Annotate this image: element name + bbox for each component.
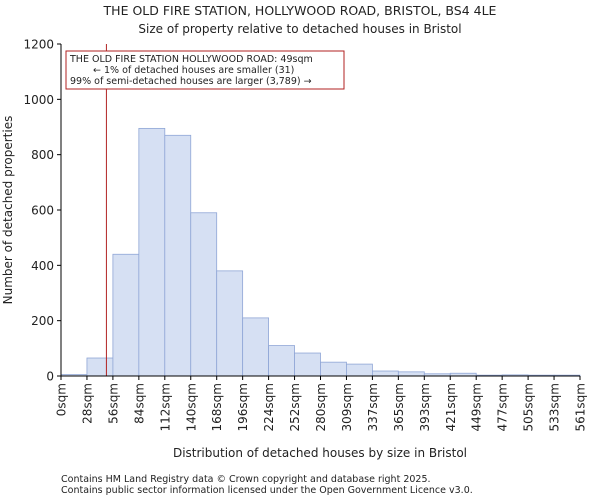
x-tick-label: 505sqm bbox=[522, 383, 536, 431]
annotation-box: THE OLD FIRE STATION HOLLYWOOD ROAD: 49s… bbox=[65, 50, 345, 90]
chart-title: THE OLD FIRE STATION, HOLLYWOOD ROAD, BR… bbox=[103, 3, 497, 18]
x-tick-label: 421sqm bbox=[444, 383, 458, 431]
bar bbox=[294, 352, 321, 377]
footer-line-2: Contains public sector information licen… bbox=[61, 485, 473, 496]
x-tick-label: 224sqm bbox=[262, 383, 276, 431]
x-tick-label: 112sqm bbox=[158, 383, 172, 431]
annotation-line-2: ← 1% of detached houses are smaller (31) bbox=[93, 65, 294, 76]
x-tick-label: 28sqm bbox=[80, 383, 94, 424]
y-tick-label: 600 bbox=[31, 204, 54, 218]
bar bbox=[86, 357, 114, 377]
annotation-frame bbox=[65, 50, 345, 90]
x-tick-label: 84sqm bbox=[132, 383, 146, 424]
x-tick-label: 56sqm bbox=[106, 383, 120, 424]
bars-group bbox=[60, 127, 581, 377]
x-tick-label: 168sqm bbox=[210, 383, 224, 431]
bar bbox=[112, 253, 140, 377]
bar bbox=[190, 212, 218, 377]
x-tick-label: 533sqm bbox=[548, 383, 562, 431]
y-tick-label: 200 bbox=[31, 314, 54, 328]
annotation-line-1: THE OLD FIRE STATION HOLLYWOOD ROAD: 49s… bbox=[69, 54, 313, 65]
bar bbox=[138, 127, 166, 377]
y-tick-label: 1000 bbox=[23, 93, 54, 107]
bar bbox=[371, 370, 399, 377]
bar bbox=[242, 317, 269, 377]
x-axis-ticks: 0sqm 28sqm 56sqm 84sqm 112sqm 140sqm 168sqm 196… bbox=[55, 376, 588, 431]
bar bbox=[164, 134, 192, 377]
bar bbox=[397, 371, 425, 377]
x-tick-label: 393sqm bbox=[418, 383, 432, 431]
x-tick-label: 337sqm bbox=[366, 383, 380, 431]
y-axis-label: Number of detached properties bbox=[1, 116, 15, 305]
y-tick-label: 400 bbox=[31, 259, 54, 273]
y-tick-label: 800 bbox=[31, 148, 54, 162]
x-tick-label: 449sqm bbox=[470, 383, 484, 431]
bar bbox=[320, 361, 347, 377]
y-axis-ticks: 0 200 400 600 800 1000 1200 bbox=[23, 38, 61, 384]
x-tick-label: 477sqm bbox=[496, 383, 510, 431]
chart-subtitle: Size of property relative to detached ho… bbox=[138, 22, 461, 36]
x-tick-label: 309sqm bbox=[340, 383, 354, 431]
x-tick-label: 140sqm bbox=[184, 383, 198, 431]
x-tick-label: 365sqm bbox=[392, 383, 406, 431]
bar bbox=[216, 270, 244, 377]
x-tick-label: 196sqm bbox=[236, 383, 250, 431]
x-tick-label: 0sqm bbox=[55, 383, 69, 416]
annotation-line-3: 99% of semi-detached houses are larger (… bbox=[70, 76, 312, 87]
x-tick-label: 280sqm bbox=[314, 383, 328, 431]
x-tick-label: 252sqm bbox=[288, 383, 302, 431]
bar bbox=[268, 345, 295, 377]
x-tick-label: 561sqm bbox=[574, 383, 588, 431]
x-axis-label: Distribution of detached houses by size … bbox=[173, 446, 467, 460]
bar bbox=[346, 363, 373, 377]
y-tick-label: 0 bbox=[46, 370, 54, 384]
y-tick-label: 1200 bbox=[23, 38, 54, 52]
footer-line-1: Contains HM Land Registry data © Crown c… bbox=[61, 474, 431, 485]
